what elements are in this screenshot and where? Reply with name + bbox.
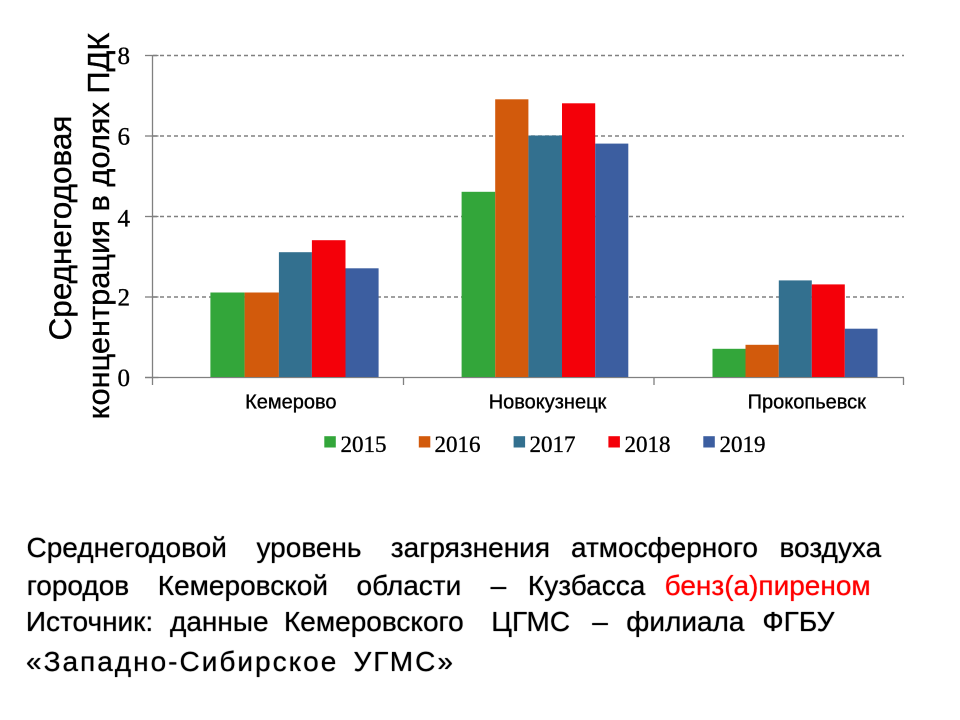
svg-text:2017: 2017 [530, 432, 576, 457]
svg-text:6: 6 [118, 123, 131, 150]
svg-text:концентрация в долях ПДК: концентрация в долях ПДК [81, 33, 116, 420]
svg-text:2: 2 [118, 285, 131, 312]
svg-text:Прокопьевск: Прокопьевск [748, 392, 866, 414]
svg-text:2016: 2016 [435, 432, 481, 457]
svg-text:2018: 2018 [625, 432, 671, 457]
svg-text:8: 8 [118, 43, 131, 70]
svg-text:Среднегодовая: Среднегодовая [42, 116, 78, 341]
svg-text:2019: 2019 [720, 432, 766, 457]
svg-text:2015: 2015 [341, 432, 387, 457]
svg-text:Новокузнецк: Новокузнецк [489, 392, 607, 414]
svg-text:Кемерово: Кемерово [245, 392, 336, 414]
svg-text:4: 4 [118, 206, 131, 233]
svg-text:0: 0 [118, 365, 131, 392]
